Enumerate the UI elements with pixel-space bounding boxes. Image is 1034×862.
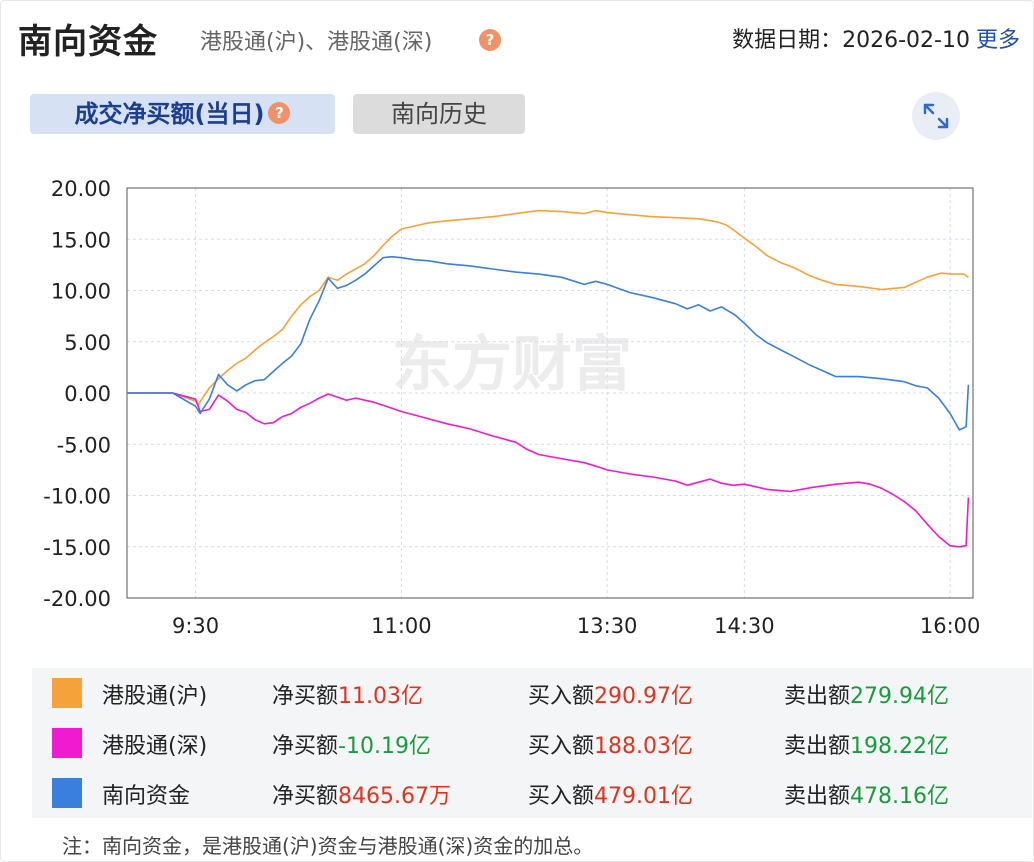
legend-swatch-southbound (52, 778, 82, 808)
y-tick-label: 20.00 (51, 177, 111, 201)
help-icon[interactable]: ? (479, 29, 501, 51)
net-buy-value: 11.03亿 (338, 684, 423, 709)
tab-southbound-history[interactable]: 南向历史 (353, 94, 525, 134)
buy-cell: 买入额290.97亿 (528, 678, 693, 710)
net-buy-cell: 净买额11.03亿 (272, 678, 423, 710)
chart-axes: 20.00 15.00 10.00 5.00 0.00 -5.00 -10.00 -15.00… (43, 177, 980, 638)
buy-label: 买入额 (528, 784, 595, 809)
watermark-text: 东方财富 (392, 330, 632, 400)
x-tick-label: 16:00 (920, 614, 981, 638)
page-title: 南向资金 (18, 22, 158, 62)
y-tick-label: -15.00 (43, 536, 111, 560)
series-line-0 (127, 209, 969, 407)
sell-cell: 卖出额198.22亿 (784, 728, 949, 760)
legend-name: 港股通(深) (102, 734, 208, 759)
y-tick-label: 0.00 (64, 382, 111, 406)
sell-cell: 卖出额478.16亿 (784, 778, 949, 810)
y-tick-label: -10.00 (43, 485, 111, 509)
net-buy-cell: 净买额-10.19亿 (272, 728, 431, 760)
x-tick-label: 11:00 (371, 614, 432, 638)
net-buy-label: 净买额 (272, 684, 339, 709)
page-subtitle: 港股通(沪)、港股通(深) ? (200, 24, 501, 56)
net-buy-label: 净买额 (272, 784, 339, 809)
buy-label: 买入额 (528, 684, 595, 709)
data-date-label: 数据日期：2026-02-10 (732, 28, 970, 53)
net-buy-value: -10.19亿 (338, 734, 431, 759)
y-tick-label: 10.00 (51, 280, 111, 304)
southbound-flow-chart: 东方财富 20.00 15.00 10.00 5.00 0.00 -5.00 -10.00 -… (43, 177, 980, 638)
more-link[interactable]: 更多 (975, 28, 1020, 53)
sell-value: 279.94亿 (850, 684, 949, 709)
tab-help-icon[interactable]: ? (268, 102, 291, 124)
buy-value: 188.03亿 (594, 734, 693, 759)
sell-label: 卖出额 (784, 734, 851, 759)
legend-row-shenzhen: 港股通(深) 净买额-10.19亿 买入额188.03亿 卖出额198.22亿 (32, 718, 1032, 768)
net-buy-label: 净买额 (272, 734, 339, 759)
legend-swatch-shenzhen (52, 728, 82, 758)
expand-arrows-icon (923, 103, 949, 129)
series-line-2 (127, 255, 970, 431)
net-buy-value: 8465.67万 (338, 784, 451, 809)
legend-row-shanghai: 港股通(沪) 净买额11.03亿 买入额290.97亿 卖出额279.94亿 (32, 668, 1032, 718)
subtitle-text: 港股通(沪)、港股通(深) (200, 30, 433, 55)
net-buy-cell: 净买额8465.67万 (272, 778, 451, 810)
sell-label: 卖出额 (784, 684, 851, 709)
y-tick-label: 15.00 (51, 228, 111, 252)
sell-value: 198.22亿 (850, 734, 949, 759)
legend-table: 港股通(沪) 净买额11.03亿 买入额290.97亿 卖出额279.94亿 港… (32, 668, 1032, 818)
legend-name: 港股通(沪) (102, 684, 208, 709)
y-tick-label: -5.00 (57, 433, 111, 457)
legend-swatch-shanghai (52, 678, 82, 708)
buy-label: 买入额 (528, 734, 595, 759)
y-tick-label: -20.00 (43, 587, 111, 611)
data-date: 数据日期：2026-02-10 更多 (732, 22, 1020, 54)
y-tick-label: 5.00 (64, 331, 111, 355)
sell-cell: 卖出额279.94亿 (784, 678, 949, 710)
x-tick-label: 14:30 (714, 614, 775, 638)
buy-value: 290.97亿 (594, 684, 693, 709)
sell-label: 卖出额 (784, 784, 851, 809)
sell-value: 478.16亿 (850, 784, 949, 809)
series-line-1 (127, 392, 970, 548)
tab-southbound-history-label: 南向历史 (391, 100, 487, 128)
x-tick-label: 9:30 (172, 614, 219, 638)
tab-net-buy-today[interactable]: 成交净买额(当日)? (30, 94, 335, 134)
buy-cell: 买入额188.03亿 (528, 728, 693, 760)
chart-grid (127, 188, 973, 598)
expand-icon[interactable] (912, 92, 960, 140)
legend-row-southbound: 南向资金 净买额8465.67万 买入额479.01亿 卖出额478.16亿 (32, 768, 1032, 818)
chart-lines (127, 209, 970, 548)
buy-cell: 买入额479.01亿 (528, 778, 693, 810)
footnote: 注：南向资金，是港股通(沪)资金与港股通(深)资金的加总。 (62, 834, 594, 858)
legend-name: 南向资金 (102, 784, 191, 809)
buy-value: 479.01亿 (594, 784, 693, 809)
x-tick-label: 13:30 (577, 614, 638, 638)
tab-net-buy-today-label: 成交净买额(当日) (74, 100, 265, 128)
